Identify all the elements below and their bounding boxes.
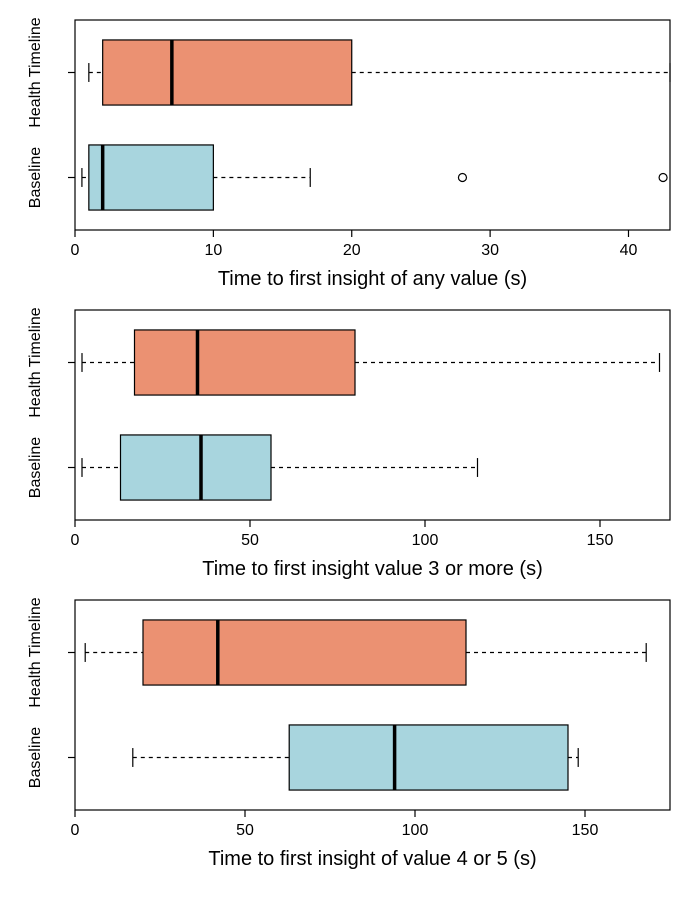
x-tick-label: 150 <box>587 532 614 549</box>
box-baseline <box>89 145 214 210</box>
x-tick-label: 100 <box>402 822 429 839</box>
x-tick-label: 40 <box>620 242 638 259</box>
x-tick-label: 150 <box>572 822 599 839</box>
y-category-label: Health Timeline <box>27 17 44 127</box>
outlier <box>458 174 466 182</box>
panel-2: Health Timeline Baseline 0 50 100 150 Time to … <box>27 597 670 870</box>
y-category-label: Health Timeline <box>27 307 44 417</box>
x-tick-label: 30 <box>481 242 499 259</box>
box-health-timeline <box>103 40 352 105</box>
x-tick-label: 20 <box>343 242 361 259</box>
x-tick-label: 0 <box>71 242 80 259</box>
x-tick-label: 0 <box>71 532 80 549</box>
x-tick-label: 0 <box>71 822 80 839</box>
box-baseline <box>121 435 272 500</box>
panel-1: Health Timeline Baseline 0 50 100 150 Time to … <box>27 307 670 580</box>
x-tick-label: 100 <box>412 532 439 549</box>
x-axis-label: Time to first insight value 3 or more (s… <box>202 558 542 580</box>
x-tick-label: 50 <box>241 532 259 549</box>
x-tick-label: 10 <box>204 242 222 259</box>
x-axis-label: Time to first insight of value 4 or 5 (s… <box>208 848 536 870</box>
outlier <box>659 174 667 182</box>
box-health-timeline <box>143 620 466 685</box>
box-baseline <box>289 725 568 790</box>
y-category-label: Baseline <box>27 727 44 788</box>
x-axis-label: Time to first insight of any value (s) <box>218 268 527 290</box>
panel-0: Health Timeline Baseline 0 10 20 30 40 Time to … <box>27 17 670 290</box>
y-category-label: Health Timeline <box>27 597 44 707</box>
y-category-label: Baseline <box>27 147 44 208</box>
boxplot-figure: Health Timeline Baseline 0 10 20 30 40 Time to … <box>0 0 685 900</box>
box-health-timeline <box>135 330 356 395</box>
x-tick-label: 50 <box>236 822 254 839</box>
y-category-label: Baseline <box>27 437 44 498</box>
